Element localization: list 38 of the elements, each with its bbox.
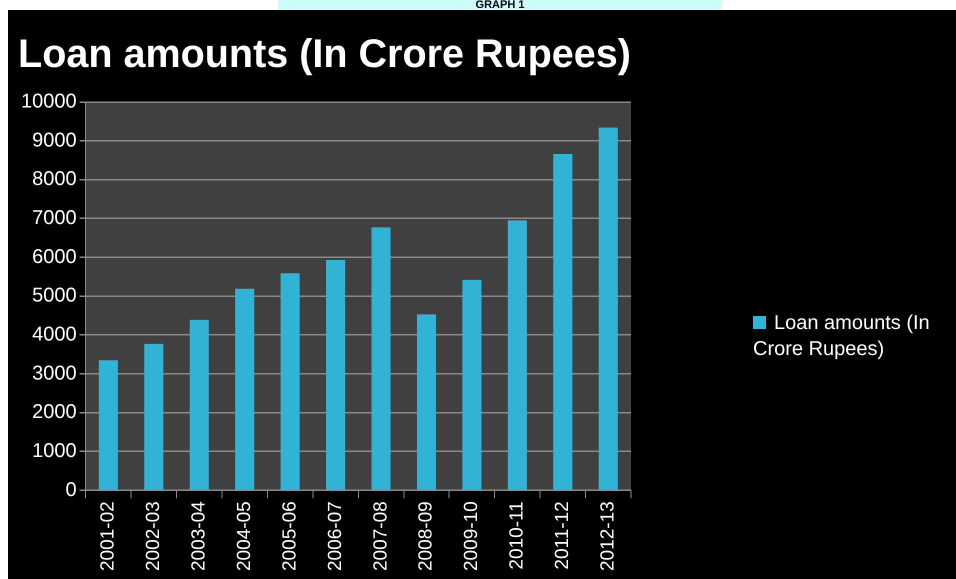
x-tick-label: 2008-09 xyxy=(416,501,437,572)
bar xyxy=(144,344,164,490)
x-tick-label: 2007-08 xyxy=(370,501,392,572)
x-tick-label: 2005-06 xyxy=(279,501,300,572)
legend-label: Loan amounts (In Crore Rupees) xyxy=(753,311,931,362)
bar xyxy=(280,273,300,490)
x-tick-label: 2012-13 xyxy=(598,501,619,572)
bar xyxy=(326,260,346,490)
bar xyxy=(190,320,209,490)
bar xyxy=(598,128,618,490)
y-tick-label: 10000 xyxy=(20,90,77,113)
x-tick-label: 2010-11 xyxy=(506,501,528,570)
bar xyxy=(371,227,391,490)
x-tick-label: 2004-05 xyxy=(234,501,255,572)
y-tick-label: 1000 xyxy=(32,440,77,462)
y-tick-label: 4000 xyxy=(32,323,77,346)
bar xyxy=(416,314,436,490)
y-tick-label: 2000 xyxy=(32,401,77,424)
bar xyxy=(553,154,572,490)
caption: GRAPH 1 xyxy=(278,0,722,11)
y-tick-label: 3000 xyxy=(32,362,77,384)
y-tick-label: 7000 xyxy=(32,206,77,229)
chart-title: Loan amounts (In Crore Rupees) xyxy=(18,32,631,76)
x-tick-label: 2009-10 xyxy=(461,501,482,572)
bar xyxy=(98,360,118,490)
y-tick-label: 9000 xyxy=(32,129,77,152)
y-tick-label: 6000 xyxy=(32,246,77,268)
y-tick-label: 5000 xyxy=(32,284,77,307)
bar xyxy=(462,280,482,490)
x-tick-label: 2011-12 xyxy=(552,501,574,570)
bar xyxy=(508,220,527,490)
y-tick-label: 0 xyxy=(65,478,77,501)
y-tick-label: 8000 xyxy=(32,168,77,190)
x-tick-label: 2001-02 xyxy=(98,501,119,572)
x-tick-label: 2002-03 xyxy=(143,501,164,572)
x-tick-label: 2003-04 xyxy=(188,500,210,572)
bar xyxy=(235,288,254,490)
x-tick-label: 2006-07 xyxy=(324,501,346,572)
